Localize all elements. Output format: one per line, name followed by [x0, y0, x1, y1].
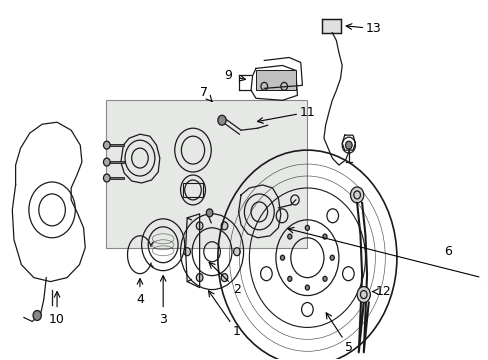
- Circle shape: [322, 234, 326, 239]
- Circle shape: [329, 255, 334, 260]
- Circle shape: [345, 141, 351, 149]
- Circle shape: [103, 174, 110, 182]
- Circle shape: [287, 234, 291, 239]
- Circle shape: [206, 209, 212, 217]
- Text: 9: 9: [224, 69, 232, 82]
- Text: 12: 12: [375, 285, 391, 298]
- Circle shape: [196, 222, 203, 230]
- Text: 13: 13: [365, 22, 381, 35]
- Text: 5: 5: [344, 341, 352, 354]
- Text: 4: 4: [136, 293, 143, 306]
- Circle shape: [196, 274, 203, 282]
- Circle shape: [103, 158, 110, 166]
- Circle shape: [322, 276, 326, 281]
- Circle shape: [356, 287, 369, 302]
- Circle shape: [183, 248, 190, 256]
- Bar: [322, 19, 340, 32]
- Text: 11: 11: [299, 106, 315, 119]
- Text: 2: 2: [232, 283, 241, 296]
- Circle shape: [305, 225, 309, 230]
- Circle shape: [233, 248, 240, 256]
- Circle shape: [280, 255, 284, 260]
- Circle shape: [287, 276, 291, 281]
- Circle shape: [221, 274, 227, 282]
- Text: 6: 6: [444, 245, 451, 258]
- Text: 3: 3: [159, 313, 167, 326]
- Circle shape: [103, 141, 110, 149]
- Text: 10: 10: [49, 313, 65, 326]
- Circle shape: [350, 187, 363, 203]
- Circle shape: [33, 310, 41, 320]
- Circle shape: [221, 222, 227, 230]
- Bar: [106, 100, 306, 248]
- Text: 7: 7: [200, 86, 207, 99]
- Circle shape: [305, 285, 309, 290]
- Bar: [256, 71, 295, 90]
- Text: 8: 8: [485, 273, 488, 286]
- Bar: [183, 183, 203, 197]
- Circle shape: [218, 115, 225, 125]
- Text: 1: 1: [232, 325, 241, 338]
